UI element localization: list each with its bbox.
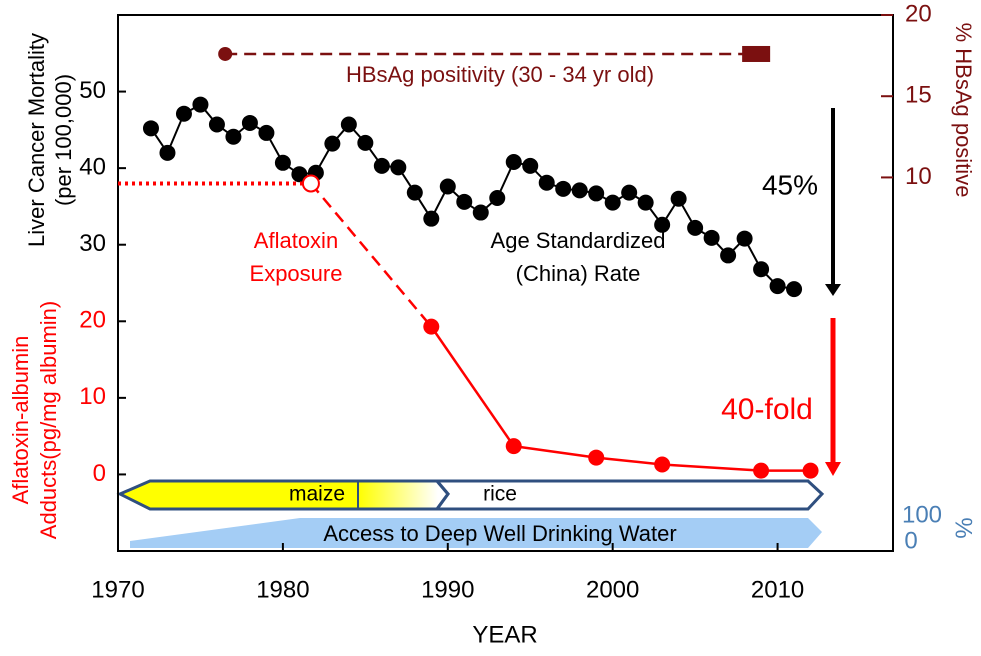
point [406,184,423,201]
maize-band [120,481,358,509]
point [604,194,621,211]
point [588,185,605,202]
point [390,159,407,176]
point [588,449,605,466]
point [522,157,539,174]
x-axis-title: YEAR [472,621,537,648]
point [654,216,671,233]
point [225,128,242,145]
point [456,193,473,210]
point [324,135,341,152]
x-tick-label: 1980 [256,576,309,603]
y-tick-label: 50 [79,77,106,104]
y-tick-label: 40 [79,153,106,180]
y-tick-label: 30 [79,230,106,257]
point [670,190,687,207]
series-segment [596,456,663,466]
point [291,166,308,183]
y2-axis-title: % HBsAg positive [951,23,976,198]
series-segment [309,182,433,328]
point [159,144,176,161]
x-tick-label: 1990 [421,576,474,603]
point [555,180,572,197]
y-tick-label: 10 [79,383,106,410]
y-axis-title: Adducts(pg/mg albumin) [36,301,61,539]
drop-arrow-head [825,462,841,476]
point [505,438,522,455]
point [340,116,357,133]
y2-tick-label: 15 [905,82,932,109]
y2-tick-label: 10 [905,163,932,190]
hbsag-label: HBsAg positivity (30 - 34 yr old) [346,62,654,87]
x-tick-label: 2000 [586,576,639,603]
y-axis-title: Aflatoxin-albumin [8,336,33,505]
series-line [150,103,795,291]
point [142,120,159,137]
aflatoxin-label: Exposure [250,261,343,286]
point [637,194,654,211]
point [736,230,753,247]
y-tick-label: 0 [93,460,106,487]
aflatoxin-label: Aflatoxin [254,228,338,253]
point [489,190,506,207]
point [621,184,638,201]
y-axis-title: (per 100,000) [51,74,76,206]
water-label: Access to Deep Well Drinking Water [323,521,676,546]
water-min-label: 0 [904,527,917,554]
maize-fade [358,481,438,509]
drop-aflatoxin-label: 40-fold [721,393,813,426]
point [218,46,233,61]
point [301,174,320,193]
point [175,105,192,122]
point [703,229,720,246]
point [241,114,258,131]
rice-label: rice [483,483,517,506]
water-band [130,518,822,548]
maize-label: maize [289,483,345,506]
water-unit-label: % [950,517,977,538]
point [192,96,209,113]
point [654,456,671,473]
water-max-label: 100 [902,501,942,528]
series-segment [513,444,597,459]
point [258,124,275,141]
drop-arrow-head [825,284,841,296]
point [687,219,704,236]
point [274,154,291,171]
point [423,210,440,227]
series-segment [662,463,762,472]
point [472,204,489,221]
point [373,157,390,174]
point [802,462,819,479]
point [720,247,737,264]
y2-tick-label: 20 [905,0,932,27]
point [208,116,225,133]
plot-frame [117,14,894,552]
point [505,154,522,171]
point [538,174,555,191]
point [742,45,771,62]
point [423,318,440,335]
rate-label: Age Standardized [491,228,666,253]
x-tick-label: 2010 [751,576,804,603]
drop-mortality-label: 45% [762,169,818,200]
point [786,281,803,298]
y-tick-label: 20 [79,307,106,334]
point [357,134,374,151]
rice-arrow [433,479,825,511]
point [439,178,456,195]
point [571,182,588,199]
y-axis-title: Liver Cancer Mortality [24,33,49,247]
point [753,462,770,479]
rate-label: (China) Rate [516,261,641,286]
point [769,278,786,295]
point [753,261,770,278]
x-tick-label: 1970 [91,576,144,603]
series-segment [430,325,515,447]
